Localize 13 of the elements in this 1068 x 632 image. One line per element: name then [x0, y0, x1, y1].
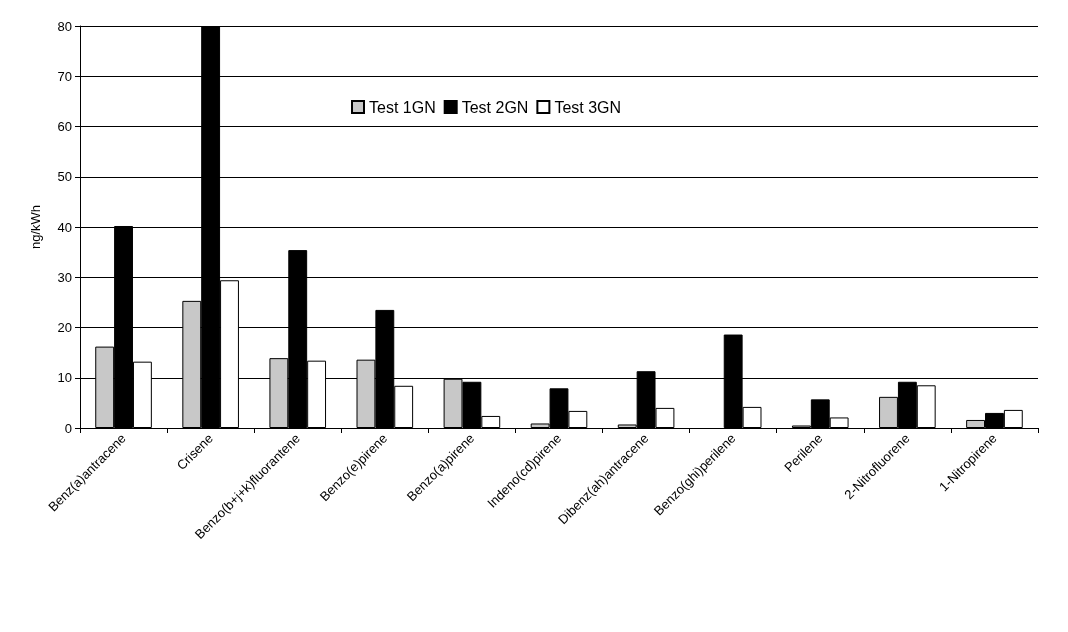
y-tick-label: 50	[57, 169, 72, 185]
y-tick-label: 40	[57, 219, 72, 235]
legend-label: Test 2GN	[461, 98, 529, 116]
y-tick-label: 10	[57, 370, 72, 386]
y-tick-label: 80	[57, 18, 72, 34]
y-tick-label: 70	[57, 68, 72, 84]
y-axis-title: ng/kWh	[28, 204, 43, 250]
y-tick-label: 20	[57, 320, 72, 335]
y-tick-label: 0	[64, 420, 72, 436]
legend-label: Test 3GN	[554, 98, 622, 116]
legend-label: Test 1GN	[369, 98, 436, 116]
y-tick-label: 30	[57, 269, 72, 285]
y-tick-label: 60	[57, 119, 72, 134]
